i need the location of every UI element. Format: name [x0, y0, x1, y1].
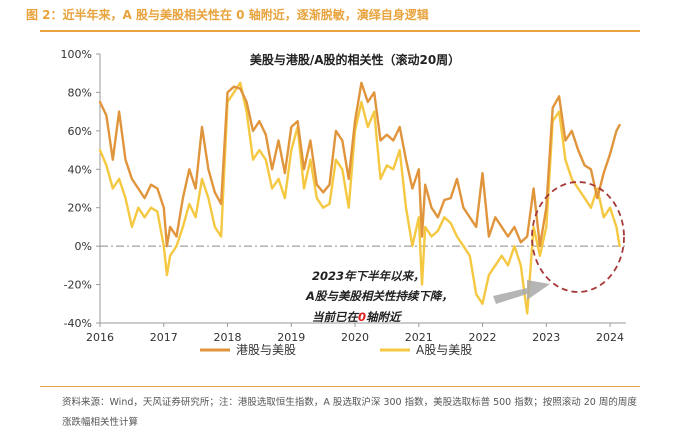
- annotation-line-3: 当前已在0轴附近: [312, 310, 403, 324]
- x-tick-label: 2020: [341, 331, 369, 344]
- chart-title: 美股与港股/A股的相关性（滚动20周）: [250, 52, 460, 67]
- source-note: 资料来源：Wind，天风证券研究所；注：港股选取恒生指数，A 股选取沪深 300…: [40, 386, 640, 440]
- chart-container: 美股与港股/A股的相关性（滚动20周） -40% -20% 0% 20% 40% 60% 8…: [0, 34, 678, 384]
- y-tick-label: 20%: [68, 202, 92, 215]
- annotation-text: 2023年下半年以来， A股与美股相关性持续下降， 当前已在0轴附近: [305, 269, 457, 324]
- y-tick-label: -40%: [64, 317, 92, 330]
- source-text: 资料来源：Wind，天风证券研究所；注：港股选取恒生指数，A 股选取沪深 300…: [62, 397, 637, 428]
- legend-label: A股与美股: [416, 343, 472, 357]
- y-tick-label: 60%: [68, 125, 92, 138]
- annotation-line-3-suffix: 轴附近: [366, 310, 403, 324]
- figure-title: 图 2：近半年来，A 股与美股相关性在 0 轴附近，逐渐脱敏，演绎自身逻辑: [26, 8, 429, 22]
- arrow-shape: [493, 280, 550, 304]
- highlight-circle: [531, 181, 625, 293]
- series-line-2: [98, 81, 621, 315]
- annotation-line-1: 2023年下半年以来，: [312, 269, 425, 283]
- x-tick-label: 2019: [277, 331, 305, 344]
- annotation-zero-highlight: 0: [358, 310, 366, 324]
- annotation-line-3-prefix: 当前已在: [312, 310, 360, 324]
- annotation-overlay: 2023年下半年以来， A股与美股相关性持续下降， 当前已在0轴附近: [305, 181, 625, 324]
- series-lines: [98, 81, 621, 315]
- y-tick-label: 100%: [61, 48, 92, 61]
- x-tick-label: 2022: [469, 331, 497, 344]
- x-tick-label: 2016: [86, 331, 114, 344]
- x-tick-label: 2021: [405, 331, 433, 344]
- y-tick-label: 0%: [75, 240, 92, 253]
- correlation-chart: 美股与港股/A股的相关性（滚动20周） -40% -20% 0% 20% 40% 60% 8…: [61, 48, 626, 357]
- legend: 港股与美股 A股与美股: [200, 343, 472, 357]
- y-tick-label: 40%: [68, 163, 92, 176]
- x-tick-label: 2024: [596, 331, 624, 344]
- x-tick-label: 2023: [532, 331, 560, 344]
- y-tick-label: 80%: [68, 86, 92, 99]
- legend-label: 港股与美股: [236, 343, 296, 357]
- x-tick-label: 2017: [150, 331, 178, 344]
- series-line-1: [98, 81, 621, 248]
- figure-header: [40, 6, 640, 32]
- axes: -40% -20% 0% 20% 40% 60% 80% 100% 2016 2017 2018 20…: [61, 48, 626, 344]
- y-tick-label: -20%: [64, 279, 92, 292]
- x-tick-label: 2018: [214, 331, 242, 344]
- annotation-line-2: A股与美股相关性持续下降，: [305, 289, 453, 303]
